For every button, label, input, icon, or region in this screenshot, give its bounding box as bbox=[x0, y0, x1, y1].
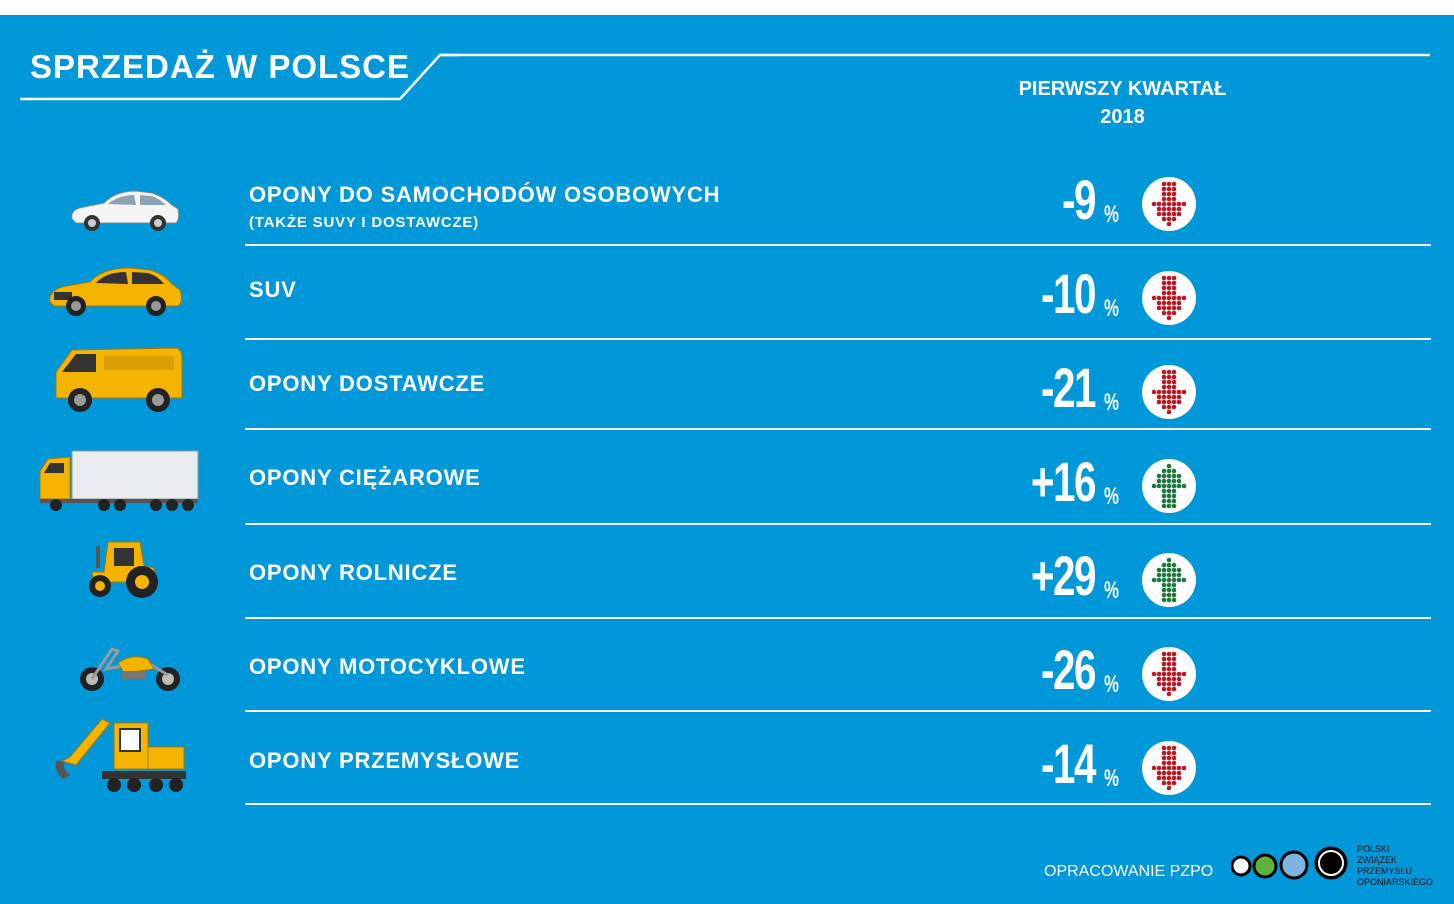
row-separator bbox=[245, 617, 1431, 619]
footer-credit: OPRACOWANIE PZPO bbox=[1044, 863, 1214, 880]
title-underline bbox=[20, 53, 460, 101]
row-separator bbox=[245, 710, 1431, 712]
row-label: OPONY PRZEMYSŁOWE bbox=[249, 748, 521, 773]
row-separator bbox=[245, 803, 1431, 805]
row-value: -10 bbox=[1041, 262, 1096, 325]
row-value: +16 bbox=[1030, 450, 1097, 513]
van-icon bbox=[55, 347, 183, 412]
row-value: -26 bbox=[1041, 638, 1096, 701]
pzpo-logo-icon bbox=[1231, 846, 1348, 880]
row-separator bbox=[245, 523, 1431, 525]
row-value: -9 bbox=[1062, 168, 1096, 231]
row-value: -21 bbox=[1041, 356, 1096, 419]
row-label: OPONY MOTOCYKLOWE bbox=[249, 654, 526, 679]
down-arrow-icon bbox=[1142, 365, 1196, 419]
row-value: +29 bbox=[1030, 544, 1097, 607]
logo-line: ZWIĄZEK bbox=[1357, 855, 1397, 865]
row-unit: % bbox=[1104, 201, 1119, 228]
row-unit: % bbox=[1104, 577, 1119, 604]
header-line bbox=[440, 53, 1430, 57]
title-box: SPRZEDAŻ W POLSCE bbox=[0, 15, 460, 105]
truck-icon bbox=[39, 450, 199, 511]
row-unit: % bbox=[1104, 483, 1119, 510]
period-heading: PIERWSZY KWARTAŁ 2018 bbox=[960, 75, 1285, 131]
row-separator bbox=[245, 244, 1431, 246]
row-sublabel: (TAKŻE SUVY I DOSTAWCZE) bbox=[249, 214, 480, 231]
logo-line: OPONIARSKIEGO bbox=[1357, 877, 1434, 887]
down-arrow-icon bbox=[1142, 741, 1196, 795]
down-arrow-icon bbox=[1142, 271, 1196, 325]
row-unit: % bbox=[1104, 765, 1119, 792]
excavator-icon bbox=[55, 718, 186, 792]
motorcycle-icon bbox=[80, 647, 180, 691]
row-unit: % bbox=[1104, 295, 1119, 322]
row-unit: % bbox=[1104, 389, 1119, 416]
up-arrow-icon bbox=[1142, 459, 1196, 513]
up-arrow-icon bbox=[1142, 553, 1196, 607]
down-arrow-icon bbox=[1142, 647, 1196, 701]
row-label: OPONY CIĘŻAROWE bbox=[249, 465, 481, 490]
period-year: 2018 bbox=[1100, 106, 1145, 128]
suv-icon bbox=[49, 267, 183, 316]
row-label: OPONY DOSTAWCZE bbox=[249, 371, 486, 396]
tractor-icon bbox=[89, 541, 158, 598]
row-label: SUV bbox=[249, 277, 297, 302]
row-unit: % bbox=[1104, 671, 1119, 698]
row-separator bbox=[245, 338, 1431, 340]
car-icon bbox=[71, 190, 180, 231]
row-separator bbox=[245, 428, 1431, 430]
row-value: -14 bbox=[1041, 732, 1096, 795]
pzpo-logo-text: POLSKI ZWIĄZEK PRZEMYSŁU OPONIARSKIEGO bbox=[1357, 844, 1433, 888]
page-title: SPRZEDAŻ W POLSCE bbox=[30, 48, 411, 85]
logo-line: POLSKI bbox=[1357, 844, 1390, 854]
logo-line: PRZEMYSŁU bbox=[1357, 866, 1413, 876]
period-label: PIERWSZY KWARTAŁ bbox=[1018, 78, 1227, 100]
row-label: OPONY ROLNICZE bbox=[249, 560, 458, 585]
row-label: OPONY DO SAMOCHODÓW OSOBOWYCH bbox=[249, 182, 721, 207]
down-arrow-icon bbox=[1142, 177, 1196, 231]
infographic-panel: SPRZEDAŻ W POLSCE PIERWSZY KWARTAŁ 2018 … bbox=[0, 15, 1454, 904]
